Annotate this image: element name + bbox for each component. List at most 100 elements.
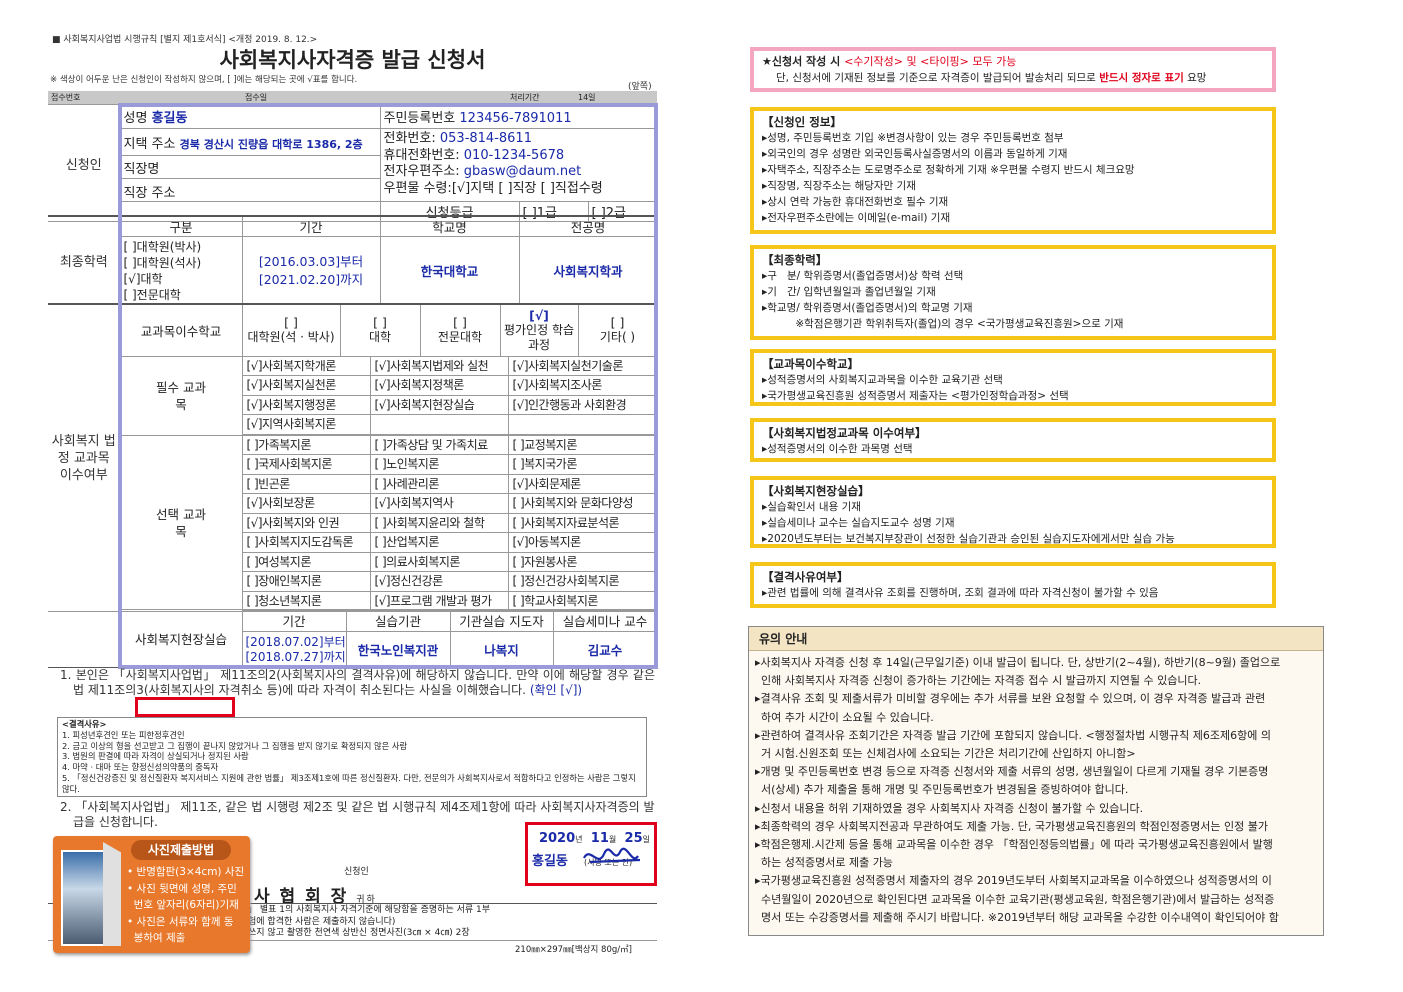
signature-scribble[interactable] — [580, 844, 650, 870]
course-item[interactable]: [ ]가족복지론 — [243, 435, 371, 455]
guide-box-line: ▸구 분/ 학위증명서(졸업증명서)상 학력 선택 — [762, 270, 964, 282]
work-name-field[interactable]: 직장명 — [119, 155, 381, 179]
home-address-field[interactable]: 지택 주소 경북 경산시 진량읍 대학로 1386, 2층 — [119, 128, 381, 156]
education-level-option[interactable]: [√]대학 — [123, 271, 163, 286]
course-item[interactable]: [ ]가족상담 및 가족치료 — [370, 435, 509, 455]
course-item[interactable]: [√]사회복지법제와 실천 — [370, 357, 509, 376]
course-item[interactable]: [ ]사회복지자료분석론 — [508, 514, 656, 533]
course-school-option[interactable]: [√] 평가인정 학습과정 — [499, 303, 579, 357]
notice-line: 수년월일이 2020년으로 확인된다면 교과목을 이수한 교육기관(평생교육원,… — [761, 892, 1275, 906]
education-to[interactable]: [2021.02.20]까지 — [258, 271, 364, 287]
checkbox[interactable]: [ ] — [373, 315, 387, 331]
processing-label: 처리기간 — [510, 93, 540, 102]
course-item[interactable]: [√]사회복지현장실습 — [370, 395, 509, 415]
guide-box-line: ▸기 간/ 입학년월일과 졸업년월일 기재 — [762, 286, 936, 298]
course-school-option[interactable]: [ ] 대학원(석 · 박사) — [241, 303, 341, 357]
course-item[interactable]: [√]사회복지실천기술론 — [508, 357, 656, 376]
disqualification-title: <결격사유> — [62, 719, 107, 729]
course-item[interactable]: [√]사회보장론 — [243, 494, 371, 514]
practicum-supervisor-value[interactable]: 나복지 — [449, 631, 554, 668]
course-item[interactable]: [√]사회복지정책론 — [370, 376, 509, 396]
course-item[interactable]: [ ]장애인복지론 — [243, 572, 371, 592]
course-item[interactable]: [ ]정신건강사회복지론 — [508, 572, 656, 592]
education-level-option[interactable]: [ ]대학원(박사) — [123, 239, 202, 254]
date-day-unit: 일 — [642, 835, 650, 844]
course-item[interactable]: [√]사회복지와 인권 — [243, 513, 371, 533]
practicum-header-supervisor: 기관실습 지도자 — [449, 609, 554, 632]
mail-option-direct-checkbox[interactable]: [ ]직접수령 — [540, 180, 603, 196]
rrn-field[interactable]: 주민등록번호 123456-7891011 — [379, 104, 658, 129]
caution-notice: 유의 안내 ▸사회복지사 자격증 신청 후 14일(근무일기준) 이내 발급이 … — [748, 626, 1324, 936]
declaration-1-text: 1. 본인은 「사회복지사업법」 제11조의2(사회복지사의 결격사유)에 해당… — [60, 668, 655, 697]
course-item[interactable]: [ ]자원봉사론 — [508, 553, 656, 572]
education-header-period: 기간 — [241, 215, 381, 237]
course-item[interactable]: [ ]산업복지론 — [370, 533, 509, 553]
writing-notice-line2-prefix: 단, 신청서에 기재된 정보를 기준으로 자격증이 발급되어 발송처리 되므로 — [776, 72, 1100, 84]
photo-guide-list: • 반명함판(3×4cm) 사진 • 사진 뒷면에 성명, 주민 번호 앞자리(6… — [127, 864, 244, 947]
course-item[interactable]: [√]지역사회복지론 — [243, 415, 371, 434]
course-item[interactable]: [ ]국제사회복지론 — [243, 455, 371, 475]
checkbox[interactable]: [ ] — [284, 315, 298, 331]
home-address-label: 지택 주소 — [123, 136, 176, 152]
school-name-value[interactable]: 한국대학교 — [379, 236, 520, 305]
course-item[interactable]: [√]사회복지행정론 — [243, 395, 371, 415]
application-date[interactable]: 2020년 11월 25일 — [532, 831, 650, 846]
practicum-professor-value[interactable]: 김교수 — [552, 631, 658, 668]
checkbox[interactable]: [ ] — [453, 315, 467, 331]
confirm-checkbox[interactable]: (확인 [√]) — [529, 683, 583, 697]
course-item[interactable]: [√]정신건강론 — [370, 572, 509, 592]
practicum-agency-value[interactable]: 한국노인복지관 — [345, 631, 451, 668]
practicum-header-agency: 실습기관 — [345, 609, 451, 632]
writing-notice-line1: ★신청서 작성 시 <수기작성> 및 <타이핑> 모두 가능 — [762, 53, 1264, 70]
course-item[interactable]: [ ]사회복지지도감독론 — [243, 533, 371, 553]
education-level-option[interactable]: [ ]대학원(석사) — [123, 255, 202, 270]
course-item[interactable]: [√]인간행동과 사회환경 — [508, 396, 656, 415]
guide-box-title: 【최종학력】 — [762, 253, 828, 267]
page-side: (앞쪽) — [628, 82, 652, 92]
course-item[interactable]: [ ]사회복지와 문화다양성 — [508, 494, 656, 514]
checkbox[interactable]: [ ] — [610, 315, 625, 331]
phone-field[interactable]: 전화번호: 053-814-8611 — [384, 131, 654, 148]
mail-option-home-checkbox[interactable]: [√]지택 — [451, 180, 495, 196]
course-item[interactable]: [ ]교정복지론 — [508, 436, 656, 455]
work-address-field[interactable]: 직장 주소 — [119, 178, 381, 202]
option-label: 대학 — [368, 330, 392, 345]
course-item[interactable]: [√]사회복지실천론 — [243, 376, 371, 396]
course-item[interactable]: [ ]빈곤론 — [243, 474, 371, 494]
receipt-date-label: 접수일 — [245, 93, 268, 102]
course-item[interactable] — [508, 415, 656, 434]
mobile-field[interactable]: 휴대전화번호: 010-1234-5678 — [384, 148, 654, 165]
course-item[interactable]: [√]아동복지론 — [508, 533, 656, 553]
course-school-option[interactable]: [ ] 기타( ) — [577, 303, 658, 357]
course-item[interactable]: [ ]복지국가론 — [508, 455, 656, 475]
course-item[interactable] — [370, 415, 509, 434]
practicum-to[interactable]: [2018.07.27]까지 — [245, 650, 346, 664]
name-field[interactable]: 성명 홍길동 — [119, 104, 381, 129]
course-item[interactable]: [√]사회복지학개론 — [243, 357, 371, 376]
disqualification-box: <결격사유> 1. 피성년후견인 또는 피한정후견인 2. 금고 이상의 형을 선… — [57, 717, 647, 797]
mail-receipt-label: 우편물 수령: — [383, 180, 452, 196]
course-item[interactable]: [√]사회복지역사 — [370, 494, 509, 514]
name-label: 성명 — [123, 111, 148, 126]
mail-option-work-checkbox[interactable]: [ ]직장 — [498, 180, 537, 196]
course-item[interactable]: [ ]여성복지론 — [243, 552, 371, 572]
major-value[interactable]: 사회복지학과 — [518, 236, 658, 305]
course-item[interactable]: [ ]사회복지윤리와 철학 — [370, 513, 509, 533]
course-item[interactable]: [ ]노인복지론 — [370, 455, 509, 475]
course-school-option[interactable]: [ ] 전문대학 — [419, 303, 501, 357]
practicum-from[interactable]: [2018.07.02]부터 — [245, 635, 346, 649]
course-item[interactable]: [ ]사례관리론 — [370, 474, 509, 494]
photo-guide-item: 번호 앞자리(6자리)기재 — [127, 899, 239, 911]
course-item[interactable]: [√]사회문제론 — [508, 475, 656, 494]
course-item[interactable]: [ ]의료사회복지론 — [370, 552, 509, 572]
email-field[interactable]: 전자우편주소: gbasw@daum.net — [384, 164, 654, 181]
course-item[interactable]: [√]사회복지조사론 — [508, 376, 656, 396]
mobile-value: 010-1234-5678 — [463, 147, 565, 163]
course-school-option[interactable]: [ ] 대학 — [339, 303, 421, 357]
education-from[interactable]: [2016.03.03]부터 — [258, 253, 364, 269]
caution-notice-title: 유의 안내 — [749, 627, 1323, 651]
home-address-value: 경북 경산시 진량읍 대학로 1386, 2층 — [179, 137, 363, 151]
disqualification-item: 3. 법원의 판결에 따라 자격이 상실되거나 정지된 사람 — [62, 751, 249, 762]
checkbox[interactable]: [√] — [529, 307, 549, 323]
education-level-option[interactable]: [ ]전문대학 — [123, 287, 181, 302]
